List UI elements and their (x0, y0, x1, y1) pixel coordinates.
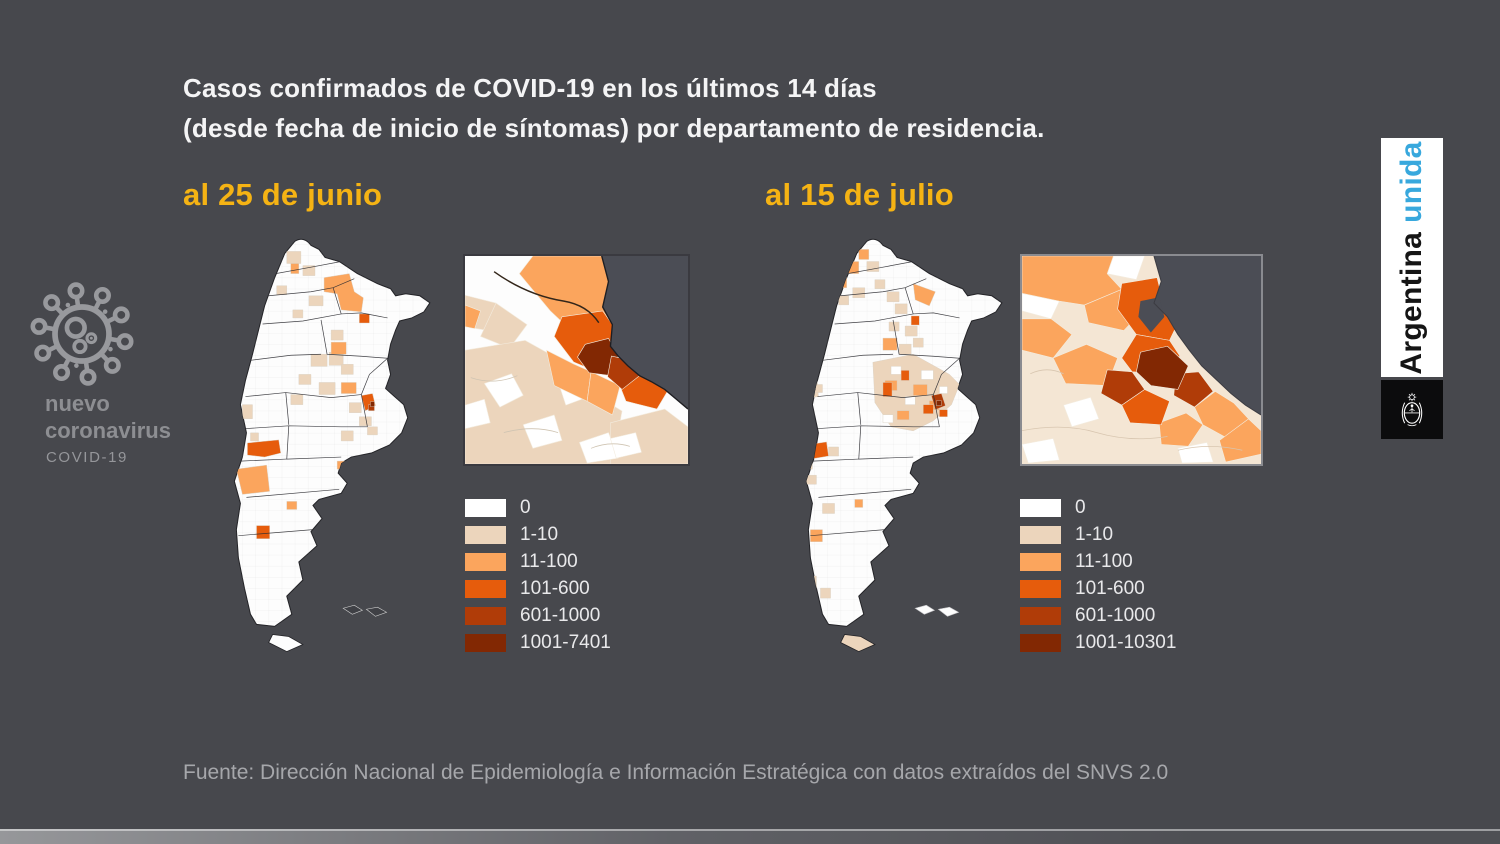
legend-label: 11-100 (520, 551, 578, 572)
legend-swatch-601-1000 (1020, 607, 1061, 625)
legend-june25: 0 1-10 11-100 101-600 601-1000 1001-7401 (465, 497, 611, 653)
legend-label: 0 (520, 497, 531, 518)
legend-swatch-101-600 (465, 580, 506, 598)
legend-swatch-0 (465, 499, 506, 517)
legend-row: 0 (465, 497, 611, 518)
subtitle-june-25: al 25 de junio (183, 177, 383, 212)
title-line-2: (desde fecha de inicio de síntomas) por … (183, 113, 1045, 143)
virus-label-line-1: nuevo (45, 391, 110, 416)
legend-swatch-11-100 (1020, 553, 1061, 571)
brand-unida: unida (1395, 140, 1428, 223)
legend-row: 1001-7401 (465, 632, 611, 653)
legend-swatch-601-1000 (465, 607, 506, 625)
legend-row: 101-600 (465, 578, 611, 599)
brand-argentina: Argentina (1395, 231, 1428, 375)
legend-swatch-max (465, 634, 506, 652)
legend-label: 1-10 (1075, 524, 1114, 545)
virus-label: nuevo coronavirus (45, 390, 171, 444)
coronavirus-icon (30, 282, 134, 386)
page-title: Casos confirmados de COVID-19 en los últ… (183, 68, 1045, 148)
river-inlet (1138, 297, 1165, 333)
legend-swatch-1-10 (1020, 526, 1061, 544)
legend-label: 0 (1075, 497, 1086, 518)
tierra-del-fuego (840, 634, 876, 653)
legend-row: 1-10 (465, 524, 611, 545)
virus-label-line-2: coronavirus (45, 418, 171, 443)
province-borders (810, 261, 960, 537)
legend-swatch-101-600 (1020, 580, 1061, 598)
legend-row: 601-1000 (465, 605, 611, 626)
title-line-1: Casos confirmados de COVID-19 en los últ… (183, 73, 877, 103)
choropleth-patches (806, 249, 960, 599)
legend-row: 1001-10301 (1020, 632, 1177, 653)
rio-de-la-plata (1153, 256, 1261, 415)
rio-de-la-plata (601, 256, 688, 410)
legend-swatch-0 (1020, 499, 1061, 517)
legend-label: 1001-10301 (1075, 632, 1177, 653)
legend-label: 1-10 (520, 524, 559, 545)
choropleth-patches (236, 251, 378, 539)
legend-swatch-1-10 (465, 526, 506, 544)
argentina-coat-of-arms-icon (1401, 392, 1423, 426)
legend-label: 101-600 (1075, 578, 1145, 599)
legend-row: 11-100 (465, 551, 611, 572)
malvinas-islands (342, 604, 388, 617)
argentina-unida-wordmark: Argentina unida (1395, 141, 1429, 374)
malvinas-islands (914, 604, 960, 617)
argentina-unida-banner: Argentina unida (1381, 138, 1443, 377)
legend-label: 101-600 (520, 578, 590, 599)
virus-covid19-label: COVID-19 (46, 449, 128, 466)
argentina-map-july15 (805, 238, 1003, 653)
coat-of-arms-badge (1381, 380, 1443, 439)
amba-inset-july15 (1020, 254, 1263, 466)
legend-swatch-max (1020, 634, 1061, 652)
bottom-strip (0, 829, 1500, 844)
legend-swatch-11-100 (465, 553, 506, 571)
legend-july15: 0 1-10 11-100 101-600 601-1000 1001-1030… (1020, 497, 1177, 653)
argentina-map-june25 (233, 238, 431, 653)
tierra-del-fuego (268, 634, 304, 653)
legend-row: 601-1000 (1020, 605, 1176, 626)
source-attribution: Fuente: Dirección Nacional de Epidemiolo… (183, 761, 1169, 784)
legend-row: 0 (1020, 497, 1176, 518)
legend-label: 1001-7401 (520, 632, 611, 653)
legend-row: 11-100 (1020, 551, 1176, 572)
legend-label: 601-1000 (520, 605, 601, 626)
legend-row: 1-10 (1020, 524, 1176, 545)
legend-row: 101-600 (1020, 578, 1176, 599)
amba-inset-june25 (463, 254, 690, 466)
legend-label: 11-100 (1075, 551, 1133, 572)
legend-label: 601-1000 (1075, 605, 1156, 626)
province-borders (238, 261, 388, 537)
subtitle-july-15: al 15 de julio (765, 177, 954, 212)
